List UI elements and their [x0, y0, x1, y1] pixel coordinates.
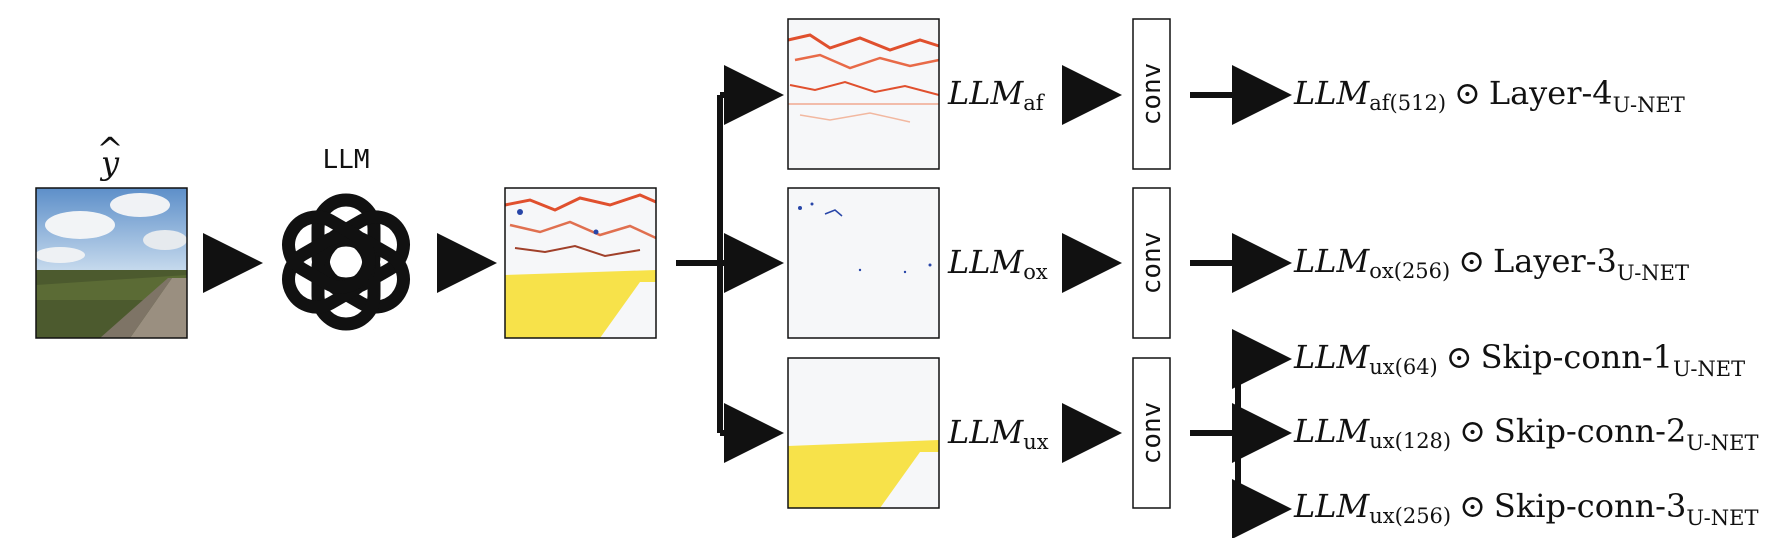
input-label: y ^: [97, 130, 124, 182]
branch-label-ux: LLMux: [947, 413, 1049, 454]
input-label-base: y: [99, 144, 120, 182]
svg-text:LLMaf(512)⊙Layer-4U-NET: LLMaf(512) ⊙ Layer-4U-NET: [1293, 74, 1685, 117]
output-label-layer-4: LLMaf(512) ⊙ Layer-4U-NET: [1293, 74, 1685, 117]
arrows-to-conv: [1062, 65, 1122, 463]
output-label-skip-conn-2: LLMux(128) ⊙ Skip-conn-2U-NET: [1293, 412, 1758, 455]
svg-text:LLMox: LLMox: [947, 243, 1048, 284]
output-label-layer-3: LLMox(256) ⊙ Layer-3U-NET: [1293, 242, 1689, 285]
input-label-hat: ^: [97, 130, 124, 168]
branch-label-ox: LLMox: [947, 243, 1048, 284]
svg-text:LLMux(64)⊙Skip-conn-1U-NET: LLMux(64) ⊙ Skip-conn-1U-NET: [1293, 338, 1745, 381]
combined-map-image: [504, 187, 657, 339]
conv-block-ux: conv: [1132, 357, 1171, 509]
llm-label: LLM: [323, 145, 370, 175]
output-label-skip-conn-1: LLMux(64) ⊙ Skip-conn-1U-NET: [1293, 338, 1745, 381]
svg-text:conv: conv: [1137, 232, 1167, 295]
svg-text:LLMaf: LLMaf: [947, 74, 1046, 115]
conv-block-ox: conv: [1132, 187, 1171, 339]
branch-map-af: [787, 18, 940, 170]
openai-knot-icon: [282, 193, 410, 331]
conv-block-af: conv: [1132, 18, 1171, 170]
svg-text:LLMux(256)⊙Skip-conn-3U-NET: LLMux(256) ⊙ Skip-conn-3U-NET: [1293, 487, 1758, 530]
svg-text:conv: conv: [1137, 402, 1167, 465]
svg-text:LLMux(128)⊙Skip-conn-2U-NET: LLMux(128) ⊙ Skip-conn-2U-NET: [1293, 412, 1758, 455]
branch-map-ux: [787, 357, 940, 509]
output-label-skip-conn-3: LLMux(256) ⊙ Skip-conn-3U-NET: [1293, 487, 1758, 530]
branch-label-af: LLMaf: [947, 74, 1046, 115]
branch-map-ox: [787, 187, 940, 339]
svg-text:LLMox(256)⊙Layer-3U-NET: LLMox(256) ⊙ Layer-3U-NET: [1293, 242, 1689, 285]
output-arrows: [1190, 65, 1292, 538]
svg-text:conv: conv: [1137, 63, 1167, 126]
svg-text:LLMux: LLMux: [947, 413, 1049, 454]
input-image: [35, 187, 188, 339]
branch-connector: [676, 65, 784, 463]
